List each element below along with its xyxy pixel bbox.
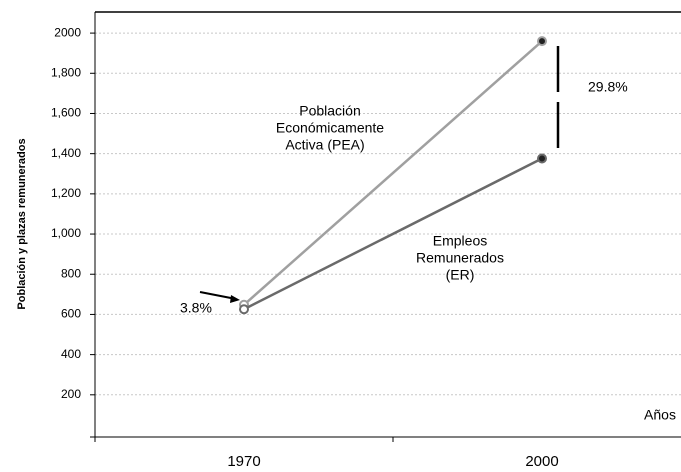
y-tick-label: 1,800 xyxy=(51,65,81,79)
x-tick-label: 1970 xyxy=(227,453,260,470)
x-axis-label: Años xyxy=(644,407,676,423)
series-label: Económicamente xyxy=(276,120,384,136)
y-tick-label: 1,400 xyxy=(51,146,81,160)
annotation: 29.8% xyxy=(588,79,628,95)
point xyxy=(537,153,547,164)
series-label: Empleos xyxy=(433,233,487,249)
series-line xyxy=(243,157,543,311)
y-tick-label: 800 xyxy=(61,266,81,280)
series-label: Activa (PEA) xyxy=(285,137,364,153)
y-axis-label: Población y plazas remunerados xyxy=(16,138,28,309)
point xyxy=(537,36,547,47)
series-label: (ER) xyxy=(446,267,475,283)
annotation: 3.8% xyxy=(180,300,212,316)
y-tick-label: 600 xyxy=(61,307,81,321)
y-tick-label: 1,600 xyxy=(51,106,81,120)
point xyxy=(239,304,249,315)
series-line xyxy=(243,40,543,306)
arrow xyxy=(199,291,237,300)
series-label: Población xyxy=(299,103,361,119)
y-tick-label: 400 xyxy=(61,347,81,361)
y-tick-label: 2000 xyxy=(54,25,81,39)
y-tick-label: 1,000 xyxy=(51,226,81,240)
series-label: Remunerados xyxy=(416,250,504,266)
y-tick-label: 200 xyxy=(61,387,81,401)
x-tick-label: 2000 xyxy=(525,453,558,470)
arrow-head xyxy=(230,295,240,303)
y-tick-label: 1,200 xyxy=(51,186,81,200)
